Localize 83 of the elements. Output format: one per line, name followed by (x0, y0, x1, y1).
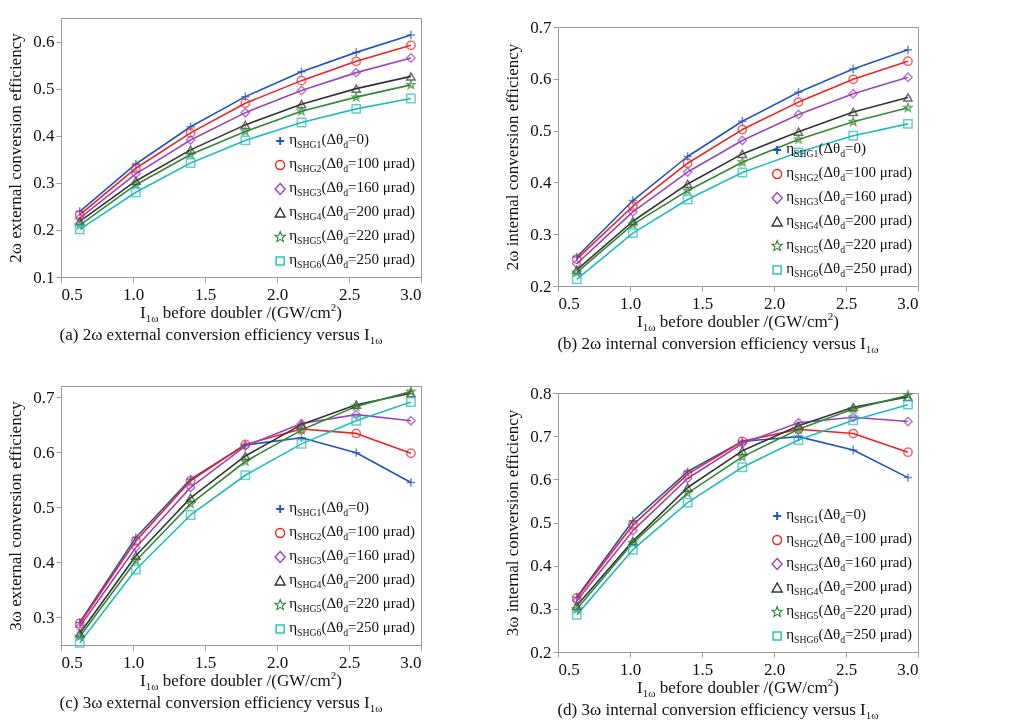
y-tick-label: 0.4 (33, 552, 55, 572)
legend-label: η$_{SHG5}$(Δθ$_{d}$=220 μrad) (786, 602, 912, 621)
legend-label: η$_{SHG4}$(Δθ$_{d}$=200 μrad) (289, 203, 415, 222)
x-tick-label: 0.5 (61, 652, 83, 672)
y-tick-label: 0.6 (530, 469, 552, 489)
legend-label: η$_{SHG6}$(Δθ$_{d}$=250 μrad) (786, 260, 912, 279)
x-tick-label: 3.0 (897, 293, 919, 313)
y-tick-label: 0.2 (530, 276, 552, 296)
x-tick-label: 2.5 (835, 293, 858, 313)
x-tick-label: 1.0 (619, 293, 642, 313)
y-tick-label: 0.4 (530, 172, 552, 192)
legend-label: η$_{SHG3}$(Δθ$_{d}$=160 μrad) (289, 547, 415, 566)
x-axis-title: I$_{1ω}$ before doubler /(GW/cm$^{2}$) (637, 676, 839, 700)
y-tick-label: 0.3 (530, 599, 552, 619)
legend-label: η$_{SHG6}$(Δθ$_{d}$=250 μrad) (289, 619, 415, 638)
x-tick-label: 3.0 (400, 652, 422, 672)
y-tick-label: 0.5 (530, 121, 552, 141)
legend-label: η$_{SHG1}$(Δθ$_{d}$=0) (786, 506, 867, 525)
x-tick-label: 1.5 (691, 659, 714, 679)
x-tick-label: 0.5 (61, 284, 83, 304)
x-tick-label: 2.0 (266, 284, 289, 304)
x-tick-label: 3.0 (897, 659, 919, 679)
y-tick-label: 0.5 (530, 513, 552, 532)
x-axis-title: I$_{1ω}$ before doubler /(GW/cm$^{2}$) (637, 310, 839, 334)
legend-label: η$_{SHG3}$(Δθ$_{d}$=160 μrad) (786, 188, 912, 207)
y-tick-label: 0.7 (530, 17, 552, 37)
x-tick-label: 1.0 (619, 659, 642, 679)
y-tick-label: 0.4 (530, 556, 552, 576)
legend-label: η$_{SHG2}$(Δθ$_{d}$=100 μrad) (786, 530, 912, 549)
y-tick-label: 0.2 (530, 642, 552, 662)
legend-label: η$_{SHG3}$(Δθ$_{d}$=160 μrad) (786, 554, 912, 573)
legend-label: η$_{SHG5}$(Δθ$_{d}$=220 μrad) (786, 236, 912, 255)
x-tick-label: 1.5 (194, 284, 217, 304)
x-tick-label: 1.5 (194, 652, 217, 672)
y-tick-label: 0.6 (530, 69, 552, 89)
x-tick-label: 2.0 (763, 293, 786, 313)
x-tick-label: 1.0 (122, 284, 145, 304)
text: (a) 2ω external conversion efficiency versus I$_{1ω}$ (59, 325, 383, 347)
legend-label: η$_{SHG4}$(Δθ$_{d}$=200 μrad) (786, 578, 912, 597)
legend-label: η$_{SHG4}$(Δθ$_{d}$=200 μrad) (786, 212, 912, 231)
y-tick-label: 0.1 (33, 267, 55, 287)
y-tick-label: 0.7 (530, 426, 552, 446)
y-tick-label: 0.3 (33, 607, 55, 627)
y-tick-label: 0.6 (33, 32, 55, 52)
legend-label: η$_{SHG5}$(Δθ$_{d}$=220 μrad) (289, 227, 415, 246)
x-tick-label: 2.5 (835, 659, 858, 679)
legend-label: η$_{SHG6}$(Δθ$_{d}$=250 μrad) (289, 251, 415, 270)
legend-label: η$_{SHG4}$(Δθ$_{d}$=200 μrad) (289, 571, 415, 590)
legend-label: η$_{SHG1}$(Δθ$_{d}$=0) (289, 131, 370, 150)
x-tick-label: 2.5 (338, 284, 361, 304)
legend-label: η$_{SHG1}$(Δθ$_{d}$=0) (289, 499, 370, 518)
legend-label: η$_{SHG2}$(Δθ$_{d}$=100 μrad) (786, 164, 912, 183)
text: (b) 2ω internal conversion efficiency versus I$_{1ω}$ (557, 334, 879, 356)
y-axis-title: 3ω external conversion efficiency (6, 400, 26, 631)
x-tick-label: 2.0 (266, 652, 289, 672)
x-axis-title: I$_{1ω}$ before doubler /(GW/cm$^{2}$) (140, 669, 342, 693)
y-tick-label: 0.8 (530, 383, 552, 403)
y-tick-label: 0.4 (33, 126, 55, 146)
y-tick-label: 0.3 (33, 173, 55, 193)
y-tick-label: 0.7 (33, 387, 55, 407)
x-axis-title: I$_{1ω}$ before doubler /(GW/cm$^{2}$) (140, 301, 342, 325)
text: (d) 3ω internal conversion efficiency versus I$_{1ω}$ (557, 700, 879, 722)
y-tick-label: 0.5 (33, 497, 55, 517)
legend-label: η$_{SHG2}$(Δθ$_{d}$=100 μrad) (289, 523, 415, 542)
y-tick-label: 0.6 (33, 442, 55, 462)
y-axis-title: 2ω external conversion efficiency (6, 32, 26, 263)
legend-label: η$_{SHG5}$(Δθ$_{d}$=220 μrad) (289, 595, 415, 614)
text: (c) 3ω external conversion efficiency versus I$_{1ω}$ (59, 693, 383, 715)
y-tick-label: 0.5 (33, 79, 55, 99)
y-axis-title: 2ω internal conversion efficiency (503, 43, 523, 271)
legend-label: η$_{SHG2}$(Δθ$_{d}$=100 μrad) (289, 155, 415, 174)
x-tick-label: 1.5 (691, 293, 714, 313)
x-tick-label: 2.0 (763, 659, 786, 679)
y-axis-title: 3ω internal conversion efficiency (503, 409, 523, 637)
x-tick-label: 3.0 (400, 284, 422, 304)
x-tick-label: 2.5 (338, 652, 361, 672)
x-tick-label: 0.5 (558, 659, 580, 679)
legend-label: η$_{SHG3}$(Δθ$_{d}$=160 μrad) (289, 179, 415, 198)
x-tick-label: 0.5 (558, 293, 580, 313)
x-tick-label: 1.0 (122, 652, 145, 672)
y-tick-label: 0.3 (530, 224, 552, 244)
legend-label: η$_{SHG6}$(Δθ$_{d}$=250 μrad) (786, 626, 912, 645)
y-tick-label: 0.2 (33, 220, 55, 240)
